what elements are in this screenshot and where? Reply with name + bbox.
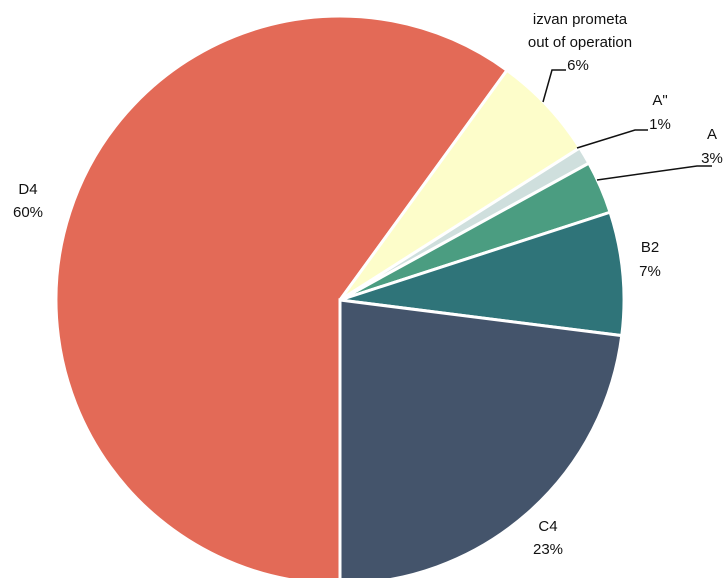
leader-line bbox=[542, 69, 566, 103]
slice-label: A bbox=[707, 126, 717, 143]
slice-label: D4 bbox=[18, 181, 37, 198]
slice-label: B2 bbox=[641, 239, 659, 256]
slice-label: C4 bbox=[538, 518, 557, 535]
value-label: 3% bbox=[701, 150, 723, 167]
pie-slice bbox=[54, 14, 510, 578]
pie-slice bbox=[338, 298, 624, 578]
value-label: 23% bbox=[533, 541, 563, 558]
value-label: 7% bbox=[639, 263, 661, 280]
value-label: 6% bbox=[567, 57, 589, 74]
leader-line bbox=[596, 165, 712, 181]
slice-label: izvan prometa out of operation bbox=[528, 11, 632, 51]
pie-slice bbox=[339, 210, 626, 338]
value-label: 1% bbox=[649, 116, 671, 133]
value-label: 60% bbox=[13, 204, 43, 221]
slice-label: A" bbox=[652, 92, 667, 109]
leader-line bbox=[576, 129, 648, 149]
